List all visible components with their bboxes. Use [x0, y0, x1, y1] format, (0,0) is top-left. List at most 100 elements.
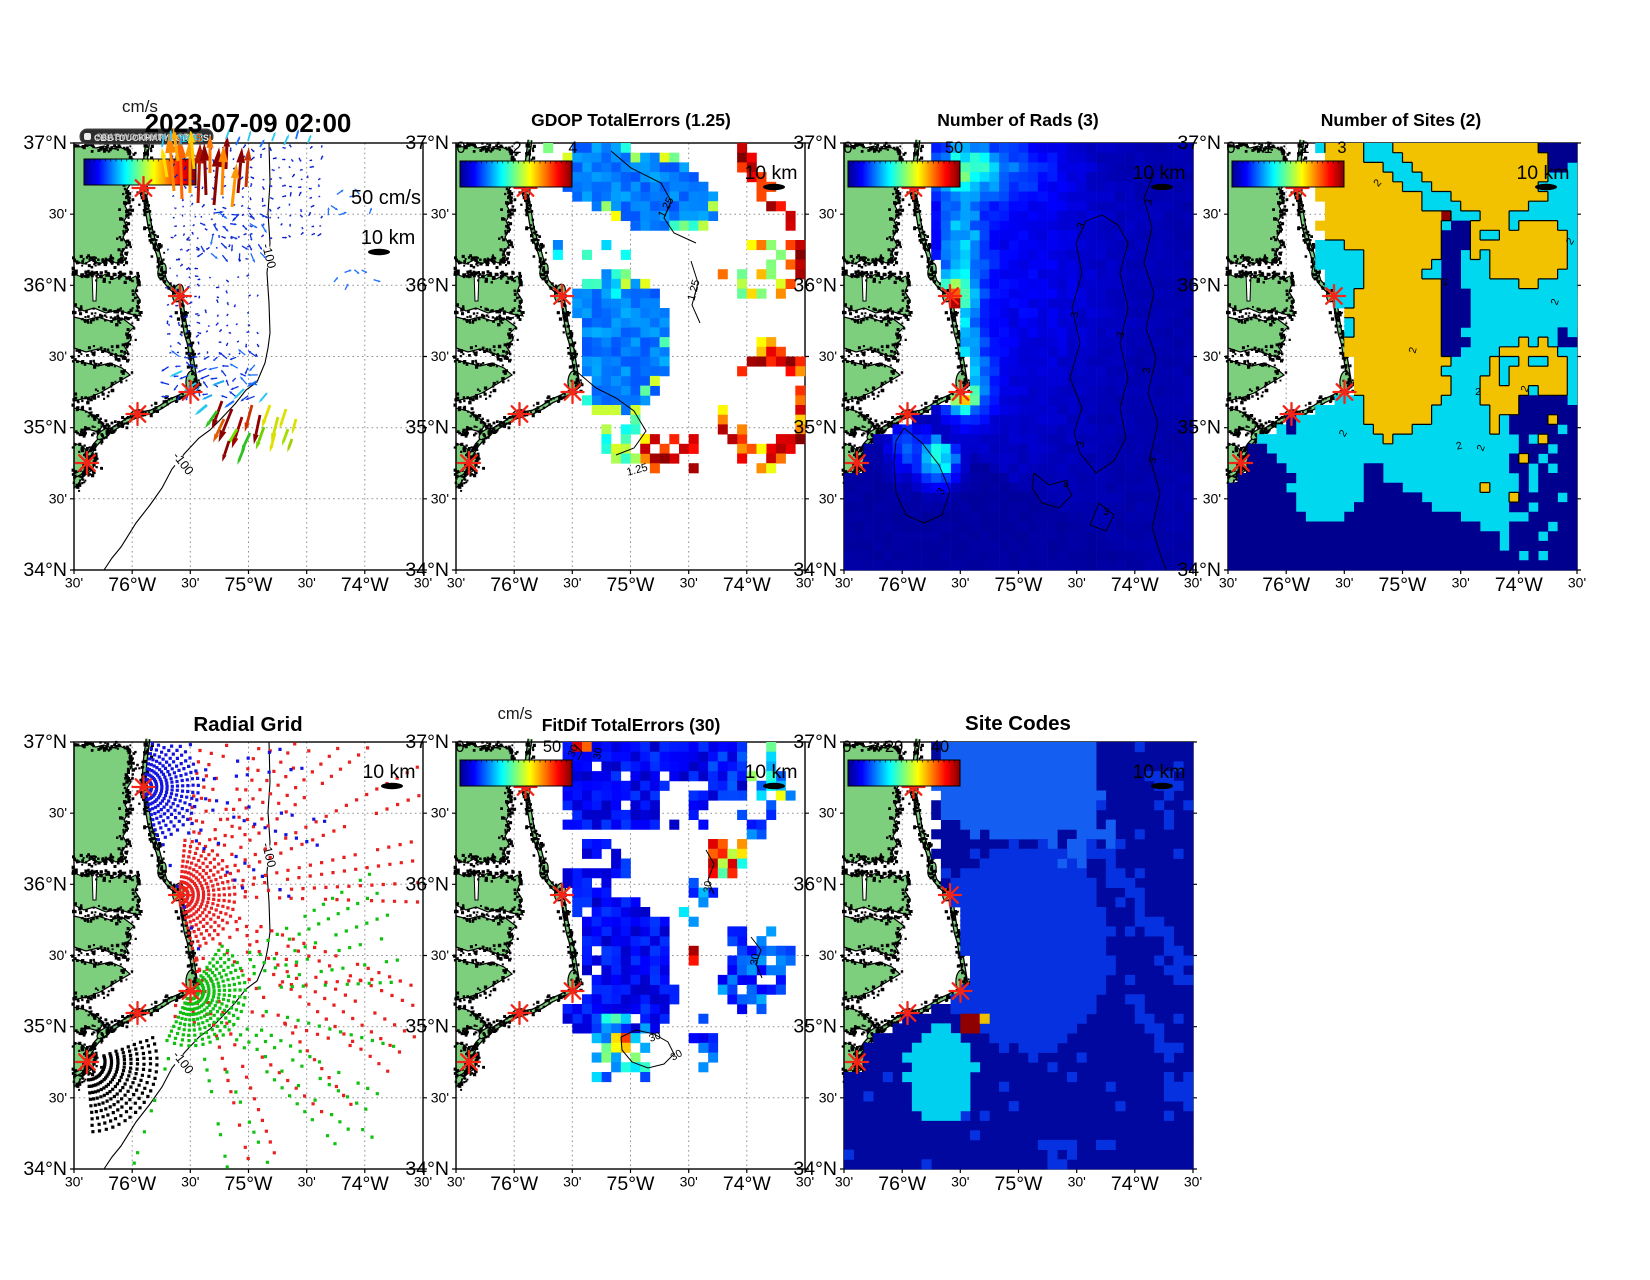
svg-text:37°N: 37°N	[793, 731, 837, 753]
svg-text:50 cm/s: 50 cm/s	[351, 187, 421, 209]
svg-text:35°N: 35°N	[1177, 417, 1221, 439]
svg-text:30': 30'	[431, 947, 449, 963]
svg-text:35°N: 35°N	[793, 417, 837, 439]
svg-text:Number of Sites (2): Number of Sites (2)	[1321, 110, 1481, 130]
svg-text:30': 30'	[49, 805, 67, 821]
svg-text:30': 30'	[431, 490, 449, 506]
svg-text:30': 30'	[819, 1089, 837, 1105]
svg-text:0: 0	[456, 139, 465, 157]
svg-text:75°W: 75°W	[995, 574, 1043, 596]
svg-text:35°N: 35°N	[405, 417, 449, 439]
svg-text:30': 30'	[1568, 575, 1586, 591]
svg-text:37°N: 37°N	[405, 132, 449, 154]
svg-text:30': 30'	[49, 206, 67, 222]
svg-text:30: 30	[748, 953, 762, 967]
svg-text:75°W: 75°W	[1379, 574, 1427, 596]
svg-text:75°W: 75°W	[225, 574, 273, 596]
svg-text:SEABWOODMRHDCBBT: SEABWOODMRHDCBBT	[96, 132, 202, 142]
svg-text:Number of Rads (3): Number of Rads (3)	[937, 110, 1098, 130]
svg-text:2023-07-09 02:00: 2023-07-09 02:00	[145, 108, 352, 138]
svg-text:3: 3	[1063, 478, 1069, 490]
svg-text:30': 30'	[431, 206, 449, 222]
svg-text:1.25: 1.25	[686, 278, 703, 302]
svg-text:76°W: 76°W	[490, 1173, 538, 1195]
svg-text:2: 2	[1300, 139, 1309, 157]
svg-text:76°W: 76°W	[878, 1173, 926, 1195]
svg-text:36°N: 36°N	[405, 873, 449, 895]
svg-text:FitDif TotalErrors (30): FitDif TotalErrors (30)	[542, 715, 721, 735]
svg-text:30': 30'	[1203, 490, 1221, 506]
svg-text:3: 3	[1337, 139, 1346, 157]
svg-text:30': 30'	[819, 947, 837, 963]
svg-text:76°W: 76°W	[490, 574, 538, 596]
svg-text:30': 30'	[431, 1089, 449, 1105]
svg-text:0: 0	[842, 738, 851, 756]
svg-text:2: 2	[1442, 276, 1450, 289]
svg-text:34°N: 34°N	[405, 1158, 449, 1180]
svg-text:30': 30'	[181, 575, 199, 591]
svg-text:30: 30	[566, 743, 581, 758]
svg-text:76°W: 76°W	[1262, 574, 1310, 596]
svg-text:30': 30'	[835, 1174, 853, 1190]
svg-text:30: 30	[647, 1029, 662, 1044]
svg-text:30': 30'	[796, 575, 814, 591]
svg-text:50: 50	[945, 139, 963, 157]
svg-text:cm/s: cm/s	[122, 97, 158, 116]
svg-text:Radial Grid: Radial Grid	[193, 713, 302, 736]
svg-text:30': 30'	[298, 1174, 316, 1190]
svg-text:30': 30'	[1452, 575, 1470, 591]
svg-text:20: 20	[885, 738, 903, 756]
svg-text:30': 30'	[49, 348, 67, 364]
svg-text:30': 30'	[1335, 575, 1353, 591]
svg-text:10 km: 10 km	[1132, 162, 1185, 184]
svg-text:4: 4	[568, 139, 577, 157]
svg-text:30': 30'	[796, 1174, 814, 1190]
svg-text:30': 30'	[563, 1174, 581, 1190]
svg-text:30': 30'	[1184, 575, 1202, 591]
svg-text:10 km: 10 km	[744, 162, 797, 184]
svg-text:36°N: 36°N	[23, 873, 67, 895]
svg-text:75°W: 75°W	[607, 1173, 655, 1195]
svg-text:74°W: 74°W	[341, 574, 389, 596]
svg-text:30: 30	[668, 1047, 684, 1063]
svg-text:30': 30'	[49, 490, 67, 506]
svg-text:1: 1	[1263, 139, 1272, 157]
svg-text:30': 30'	[951, 575, 969, 591]
svg-text:74°W: 74°W	[1111, 1173, 1159, 1195]
svg-text:2: 2	[1564, 236, 1577, 247]
svg-text:30': 30'	[819, 490, 837, 506]
svg-text:35°N: 35°N	[405, 1016, 449, 1038]
svg-text:74°W: 74°W	[341, 1173, 389, 1195]
svg-text:10 km: 10 km	[744, 761, 797, 783]
svg-text:0: 0	[1226, 139, 1235, 157]
svg-text:30': 30'	[431, 348, 449, 364]
svg-text:36°N: 36°N	[405, 274, 449, 296]
svg-text:10 km: 10 km	[361, 227, 415, 249]
svg-text:34°N: 34°N	[793, 559, 837, 581]
svg-text:2: 2	[1337, 428, 1350, 439]
svg-text:0: 0	[455, 738, 464, 756]
svg-text:10 km: 10 km	[362, 761, 415, 783]
svg-text:30': 30'	[1203, 206, 1221, 222]
svg-text:CBBTDUCKHATYCORELISL: CBBTDUCKHATYCORELISL	[94, 133, 215, 143]
svg-text:2: 2	[1519, 384, 1532, 394]
svg-text:75°W: 75°W	[995, 1173, 1043, 1195]
svg-text:37°N: 37°N	[1177, 132, 1221, 154]
svg-text:30': 30'	[1184, 1174, 1202, 1190]
svg-text:2: 2	[1475, 443, 1488, 453]
svg-text:3: 3	[1103, 506, 1109, 518]
svg-text:30': 30'	[447, 575, 465, 591]
svg-text:30': 30'	[181, 1174, 199, 1190]
svg-text:30': 30'	[819, 805, 837, 821]
svg-text:3: 3	[1075, 221, 1088, 231]
svg-text:3: 3	[1115, 331, 1127, 338]
svg-text:3: 3	[1143, 198, 1156, 207]
svg-text:75°W: 75°W	[225, 1173, 273, 1195]
svg-text:30': 30'	[1203, 348, 1221, 364]
svg-text:30: 30	[591, 747, 605, 761]
svg-text:76°W: 76°W	[108, 574, 156, 596]
svg-text:3: 3	[1141, 366, 1154, 374]
svg-text:36°N: 36°N	[23, 274, 67, 296]
svg-text:30': 30'	[65, 1174, 83, 1190]
svg-text:30': 30'	[298, 575, 316, 591]
